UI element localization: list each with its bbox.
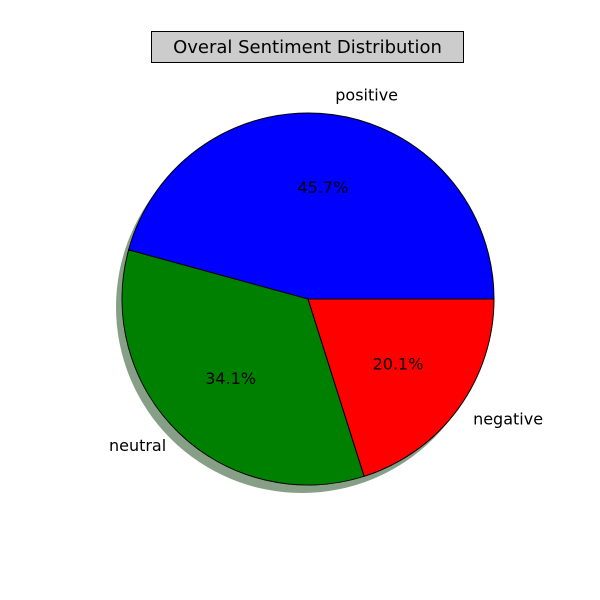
- pie-pct-label-positive: 45.7%: [297, 178, 348, 197]
- pie-label-positive: positive: [335, 86, 398, 105]
- pie-pct-label-neutral: 34.1%: [205, 369, 256, 388]
- pie-slice-layer: [121, 112, 495, 486]
- pie-slice-positive: [127, 112, 495, 300]
- chart-title: Overal Sentiment Distribution: [151, 31, 464, 63]
- pie-label-negative: negative: [473, 409, 543, 428]
- pie-label-layer: positive 45.7% neutral 34.1% negative 20.1%: [109, 86, 543, 455]
- pie-pct-label-negative: 20.1%: [373, 354, 424, 373]
- pie-label-neutral: neutral: [109, 436, 166, 455]
- pie-slice-negative: [307, 298, 495, 477]
- pie-slice-neutral: [121, 249, 365, 486]
